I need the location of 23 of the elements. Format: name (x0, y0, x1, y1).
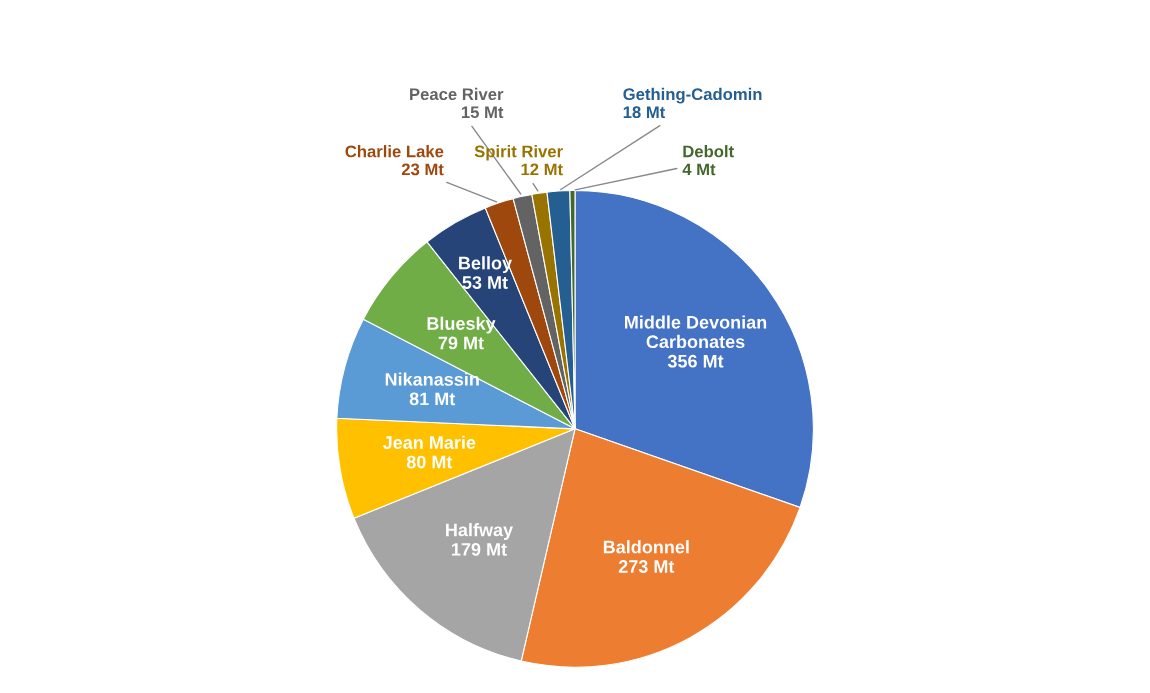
slice-label: Spirit River (474, 145, 563, 161)
data-label: 12 Mt (521, 163, 563, 176)
data-label: 179 Mt (452, 542, 507, 556)
data-label: 273 Mt (618, 560, 675, 573)
data-label: 53 Mt (462, 276, 508, 289)
data-label: 18 Mt (623, 106, 666, 119)
slice-label: Debolt (683, 145, 734, 158)
slice-label: Charlie Lake (345, 145, 444, 158)
data-label: 15 Mt (461, 106, 504, 119)
data-label: 79 Mt (438, 336, 484, 350)
slice-label: Nikanassin (385, 372, 479, 386)
data-label: 80 Mt (406, 455, 453, 469)
data-label: 23 Mt (401, 163, 444, 176)
data-label: 356 Mt (667, 354, 724, 368)
data-label: 81 Mt (409, 392, 456, 406)
slice-label: Bluesky (427, 316, 496, 334)
slice-label: Jean Marie (382, 435, 476, 449)
slice-label: Peace River (410, 87, 504, 101)
data-label: 4 Mt (682, 163, 716, 176)
slice-label: Gething-Cadomin (623, 87, 762, 104)
slice-label: Baldonnel (603, 540, 689, 554)
slice-label: Middle Devonian Carbonates (625, 315, 767, 349)
slice-label: Halfway (446, 523, 514, 540)
